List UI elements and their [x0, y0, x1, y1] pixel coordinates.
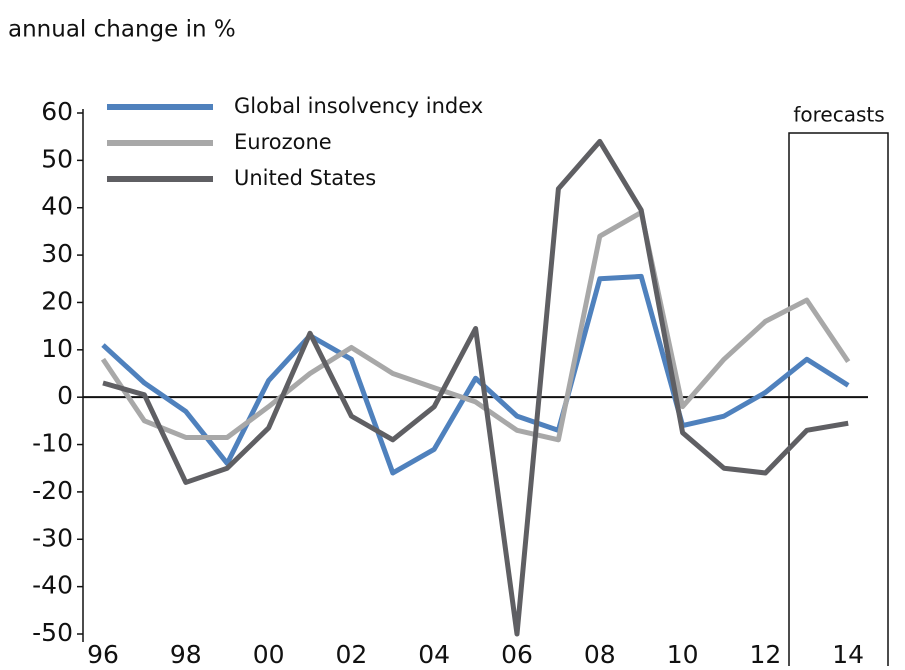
y-tick-label: 20	[41, 286, 73, 315]
x-tick-label: 08	[584, 640, 616, 666]
forecast-label: forecasts	[793, 103, 884, 127]
y-tick-label: 10	[41, 334, 73, 363]
y-tick-label: -40	[32, 571, 73, 600]
y-tick-label: 40	[41, 192, 73, 221]
x-tick-label: 98	[170, 640, 202, 666]
y-tick-label: -50	[32, 618, 73, 647]
x-tick-label: 10	[667, 640, 699, 666]
x-tick-label: 04	[418, 640, 450, 666]
y-tick-label: -20	[32, 476, 73, 505]
legend-label: Global insolvency index	[234, 94, 483, 118]
x-tick-label: 02	[335, 640, 367, 666]
x-tick-label: 14	[832, 640, 864, 666]
y-tick-label: -10	[32, 429, 73, 458]
y-tick-label: 0	[57, 381, 73, 410]
x-tick-label: 12	[749, 640, 781, 666]
series-line	[101, 273, 850, 476]
series-line	[102, 138, 849, 637]
legend-label: Eurozone	[234, 130, 332, 154]
series-line	[100, 209, 851, 443]
y-axis-label: annual change in %	[8, 17, 236, 43]
x-tick-label: 00	[253, 640, 285, 666]
x-tick-label: 96	[87, 640, 119, 666]
y-tick-label: -30	[32, 523, 73, 552]
y-tick-label: 50	[41, 144, 73, 173]
legend-label: United States	[234, 166, 376, 190]
x-tick-label: 06	[501, 640, 533, 666]
forecast-box	[788, 132, 889, 670]
y-tick-label: 60	[41, 97, 73, 126]
y-tick-label: 30	[41, 239, 73, 268]
